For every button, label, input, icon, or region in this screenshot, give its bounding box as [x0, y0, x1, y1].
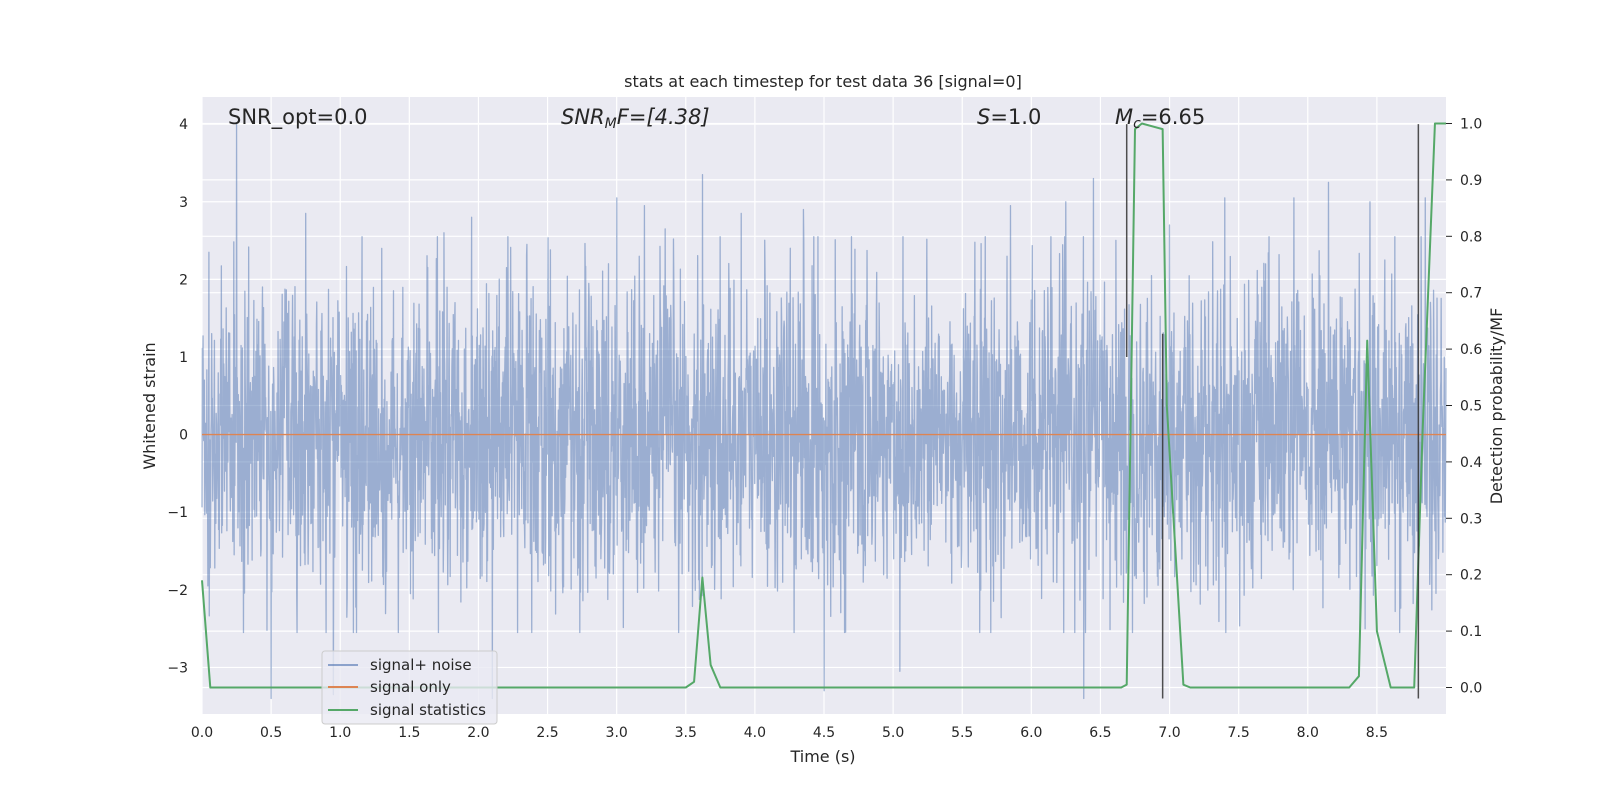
- legend-label-signal-statistics: signal statistics: [370, 701, 486, 719]
- y-tick-label: −1: [167, 505, 188, 521]
- chart-legend: signal+ noise signal only signal statist…: [321, 650, 498, 725]
- y2-tick-label: 1.0: [1460, 117, 1482, 133]
- x-tick-label: 4.5: [813, 725, 835, 741]
- y2-tick-label: 0.5: [1460, 399, 1482, 415]
- x-tick-label: 1.0: [329, 725, 351, 741]
- x-tick-label: 5.5: [951, 725, 973, 741]
- chart-title: stats at each timestep for test data 36 …: [624, 72, 1022, 91]
- y-tick-label: 0: [179, 428, 188, 444]
- annotation-mc-subscript: c: [1133, 116, 1141, 132]
- vertical-markers: [1125, 124, 1420, 699]
- y2-tick-label: 0.8: [1460, 229, 1482, 245]
- legend-label-signal-only: signal only: [370, 678, 451, 696]
- y2-axis-label: Detection probability/MF: [1487, 308, 1506, 505]
- x-tick-label: 8.0: [1297, 725, 1319, 741]
- annotation-snr-mf-symbol: SNR: [561, 105, 605, 129]
- annotation-s: S=1.0: [977, 105, 1041, 129]
- y2-tick-label: 0.1: [1460, 624, 1482, 640]
- y2-axis-ticks: 1.0 0.9 0.8 0.7 0.6 0.5 0.4 0.3 0.2 0.1 0.0: [1446, 117, 1482, 696]
- annotation-mc: Mc=6.65: [1115, 105, 1205, 132]
- x-tick-label: 1.5: [398, 725, 420, 741]
- x-tick-label: 8.5: [1366, 725, 1388, 741]
- y-tick-label: 1: [179, 350, 188, 366]
- annotation-snr-mf: SNRMF=[4.38]: [561, 105, 710, 132]
- legend-label-signal-noise: signal+ noise: [370, 656, 472, 674]
- x-tick-label: 0.0: [191, 725, 213, 741]
- series-signal-noise: [201, 123, 1447, 700]
- legend-box: [321, 650, 498, 725]
- grid-lines: [201, 97, 1446, 714]
- signal-noise-line: [201, 123, 1447, 700]
- y2-tick-label: 0.9: [1460, 173, 1482, 189]
- x-tick-label: 2.5: [536, 725, 558, 741]
- y2-tick-label: 0.4: [1460, 455, 1482, 471]
- x-tick-label: 6.5: [1089, 725, 1111, 741]
- annotation-snr-mf-subscript: M: [605, 116, 617, 132]
- series-signal-statistics: [201, 122, 1446, 689]
- y2-tick-label: 0.7: [1460, 286, 1482, 302]
- x-axis-ticks: 0.0 0.5 1.0 1.5 2.0 2.5 3.0 3.5 4.0 4.5 5.0 5.5 6.0 6…: [191, 725, 1388, 741]
- x-tick-label: 3.5: [675, 725, 697, 741]
- x-tick-label: 7.0: [1158, 725, 1180, 741]
- annotation-s-value: =1.0: [990, 105, 1041, 129]
- signal-statistics-line: [201, 122, 1446, 689]
- x-tick-label: 3.0: [606, 725, 628, 741]
- x-tick-label: 5.0: [882, 725, 904, 741]
- y-axis-label: Whitened strain: [140, 342, 159, 469]
- y-tick-label: 4: [179, 117, 188, 133]
- x-tick-label: 7.5: [1228, 725, 1250, 741]
- annotation-mc-value: =6.65: [1141, 105, 1205, 129]
- x-tick-label: 6.0: [1020, 725, 1042, 741]
- y-tick-label: 3: [179, 195, 188, 211]
- y-tick-label: 2: [179, 272, 188, 288]
- y2-tick-label: 0.3: [1460, 511, 1482, 527]
- annotation-snr-mf-value: F=[4.38]: [617, 105, 710, 129]
- y2-tick-label: 0.0: [1460, 680, 1482, 696]
- annotation-mc-symbol: M: [1115, 105, 1133, 129]
- y2-tick-label: 0.2: [1460, 568, 1482, 584]
- y-tick-label: −3: [167, 660, 188, 676]
- y-tick-label: −2: [167, 583, 188, 599]
- x-tick-label: 0.5: [260, 725, 282, 741]
- x-axis-label: Time (s): [789, 747, 855, 766]
- annotation-s-symbol: S: [977, 105, 990, 129]
- y-axis-ticks: 4 3 2 1 0 −1 −2 −3: [167, 117, 188, 676]
- annotation-snr-opt: SNR_opt=0.0: [228, 105, 368, 130]
- x-tick-label: 2.0: [467, 725, 489, 741]
- x-tick-label: 4.0: [744, 725, 766, 741]
- y2-tick-label: 0.6: [1460, 342, 1482, 358]
